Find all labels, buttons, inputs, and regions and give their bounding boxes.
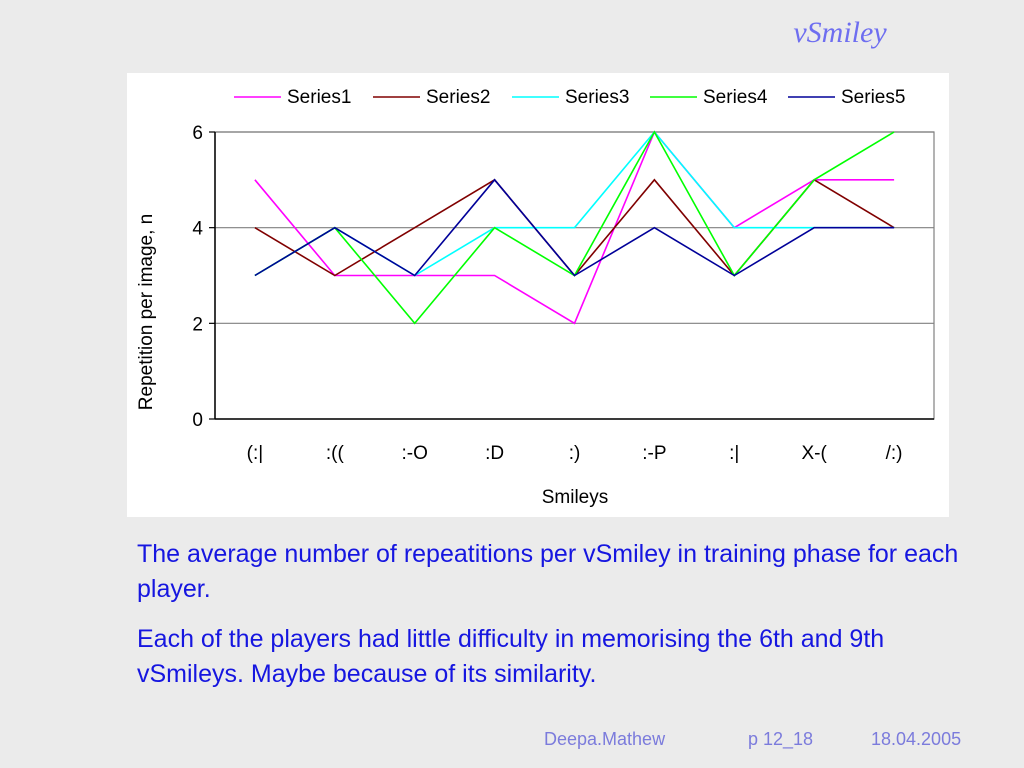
series-line-3 [254,130,895,277]
description-paragraph-2: Each of the players had little difficult… [137,625,885,688]
legend-label-5: Series5 [841,87,905,108]
line-chart: 0 2 4 6 (:|:((:-O:D:):-P:| X-(/:) Series1 Seri… [127,73,949,517]
x-tick-label: (:| [247,443,264,464]
x-tick-label: :(( [326,443,345,464]
x-tick-label: :-P [642,443,666,464]
footer-page-number: p 12_18 [748,729,814,749]
footer-date: 18.04.2005 [871,729,962,749]
axes: 0 2 4 6 (:| :(( :-O :D:) :-P :| X-( /:) [192,123,934,464]
description-paragraph-1: The average number of repeatitions per v… [137,540,959,603]
legend-label-2: Series2 [426,87,490,108]
legend: Series1 Series2 Series3 Series4 Series5 [234,87,905,108]
y-tick-label: 4 [192,219,203,240]
legend-label-4: Series4 [703,87,768,108]
x-axis-label: Smileys [542,487,609,508]
slide-title: vSmiley [793,16,887,49]
x-tick-label: X-( [802,443,828,464]
series-line-5 [254,178,895,277]
footer-author: Deepa.Mathew [544,729,666,749]
y-axis-label: Repetition per image, n [136,214,157,410]
series-line-1 [254,130,895,325]
y-tick-label: 2 [192,314,203,335]
x-tick-label: :) [569,443,581,464]
y-tick-label: 6 [192,123,203,144]
x-tick-label: :D [485,443,504,464]
legend-label-1: Series1 [287,87,351,108]
series-lines [254,130,895,325]
x-tick-label: /:) [886,443,903,464]
x-tick-label: :-O [402,443,428,464]
x-tick-label: :| [729,443,739,464]
legend-label-3: Series3 [565,87,629,108]
y-tick-label: 0 [192,410,203,431]
